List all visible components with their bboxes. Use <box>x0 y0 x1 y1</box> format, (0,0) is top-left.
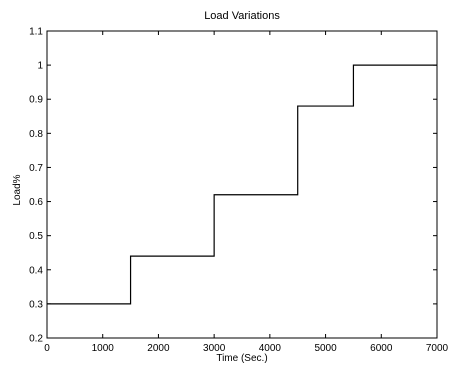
x-axis-label: Time (Sec.) <box>216 353 267 364</box>
x-tick-label: 2000 <box>147 343 170 354</box>
y-tick-label: 0.4 <box>29 265 43 276</box>
x-tick-label: 3000 <box>203 343 226 354</box>
x-tick-label: 6000 <box>370 343 393 354</box>
y-axis-label: Load% <box>12 174 23 205</box>
series-layer <box>47 64 437 305</box>
x-tick-label: 5000 <box>314 343 337 354</box>
x-tick-label: 0 <box>44 343 50 354</box>
x-tick-label: 7000 <box>426 343 449 354</box>
y-tick-label: 1 <box>37 61 43 72</box>
x-tick-label: 1000 <box>92 343 115 354</box>
plot-area-frame <box>46 30 438 339</box>
y-tick-label: 0.7 <box>29 163 43 174</box>
y-tick-label: 0.3 <box>29 299 43 310</box>
y-tick-label: 0.6 <box>29 197 43 208</box>
y-tick-label: 1.1 <box>29 27 43 38</box>
y-tick-label: 0.9 <box>29 95 43 106</box>
x-tick-labels: 0 1000 2000 3000 4000 5000 6000 7000 <box>44 343 448 354</box>
load-step-line <box>47 64 437 305</box>
y-tick-labels: 0.2 0.3 0.4 0.5 0.6 0.7 0.8 0.9 1 1.1 <box>29 27 43 345</box>
y-tick-label: 0.2 <box>29 334 43 345</box>
chart-title: Load Variations <box>204 10 280 22</box>
x-tick-label: 4000 <box>259 343 282 354</box>
y-tick-label: 0.5 <box>29 231 43 242</box>
y-tick-label: 0.8 <box>29 129 43 140</box>
